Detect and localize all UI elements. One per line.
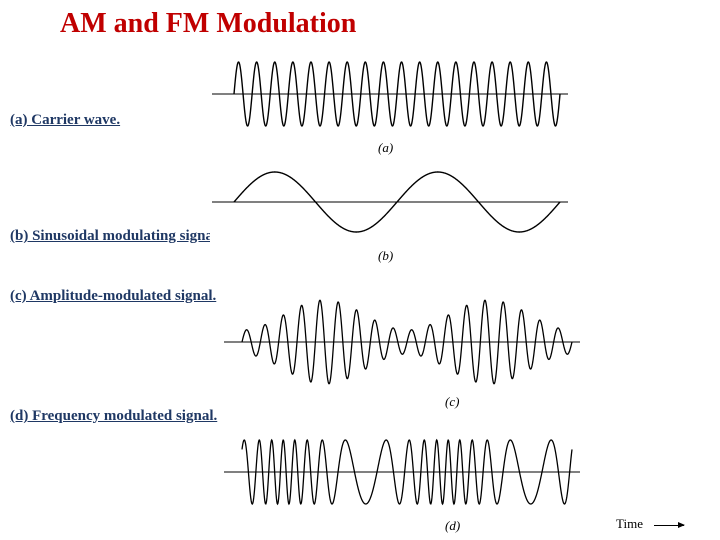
sublabel-d: (d) xyxy=(445,518,460,534)
time-axis-arrow xyxy=(654,525,684,526)
sublabel-a: (a) xyxy=(378,140,393,156)
wave-modulating xyxy=(210,160,570,245)
caption-b: (b) Sinusoidal modulating signal. xyxy=(10,228,221,245)
page-title: AM and FM Modulation xyxy=(60,8,356,40)
sublabel-b: (b) xyxy=(378,248,393,264)
time-axis-label: Time xyxy=(616,516,643,532)
sublabel-c: (c) xyxy=(445,394,459,410)
caption-a: (a) Carrier wave. xyxy=(10,112,120,129)
wave-am xyxy=(222,292,582,392)
caption-d: (d) Frequency modulated signal. xyxy=(10,408,217,425)
wave-fm xyxy=(222,428,582,516)
wave-carrier xyxy=(210,52,570,137)
caption-c: (c) Amplitude-modulated signal. xyxy=(10,288,216,305)
